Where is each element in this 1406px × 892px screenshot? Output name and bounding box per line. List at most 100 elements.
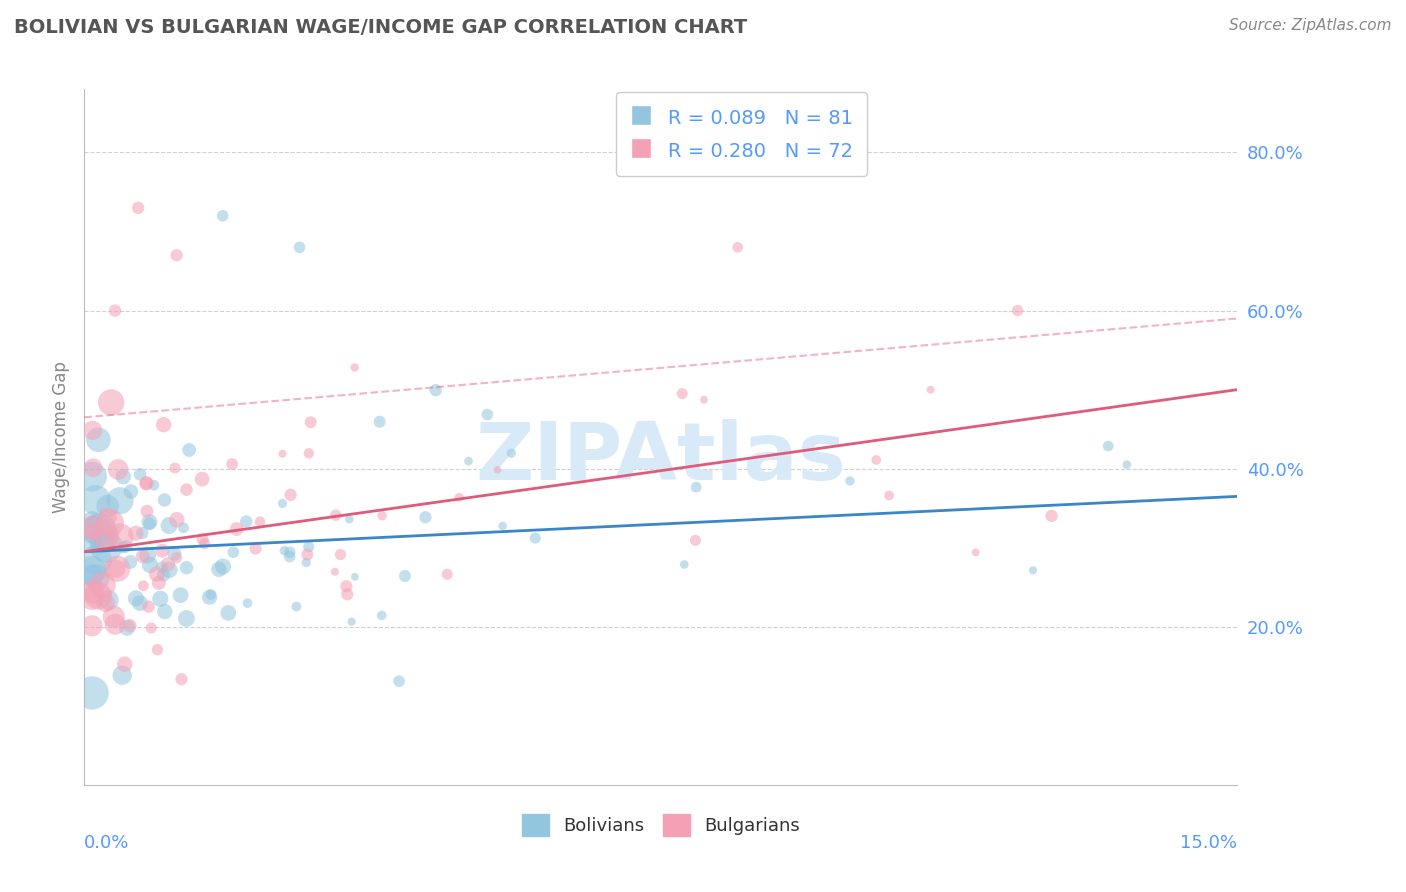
Point — [129, 596, 152, 610]
Point — [91, 578, 114, 592]
Point — [271, 496, 294, 510]
Point — [82, 423, 104, 437]
Point — [920, 383, 942, 397]
Point — [166, 513, 188, 527]
Point — [80, 568, 103, 582]
Point — [166, 550, 188, 565]
Point — [138, 516, 160, 531]
Point — [136, 504, 159, 518]
Point — [335, 579, 357, 593]
Point — [87, 589, 110, 603]
Point — [112, 541, 135, 555]
Point — [457, 454, 479, 468]
Text: ZIPAtlas: ZIPAtlas — [475, 419, 846, 497]
Point — [80, 584, 103, 599]
Point — [111, 668, 134, 682]
Point — [280, 488, 302, 502]
Point — [163, 461, 186, 475]
Text: 0.0%: 0.0% — [84, 834, 129, 852]
Point — [415, 510, 437, 524]
Point — [97, 593, 120, 607]
Point — [524, 531, 547, 545]
Point — [112, 469, 135, 483]
Point — [693, 392, 716, 407]
Point — [80, 535, 103, 549]
Point — [82, 460, 104, 475]
Point — [100, 395, 122, 409]
Point — [80, 686, 103, 700]
Point — [371, 508, 394, 523]
Point — [1097, 439, 1119, 453]
Point — [132, 549, 155, 564]
Point — [288, 240, 311, 254]
Point — [157, 558, 180, 572]
Point — [80, 591, 103, 605]
Point — [152, 568, 174, 582]
Point — [80, 513, 103, 527]
Point — [176, 483, 198, 497]
Point — [271, 447, 294, 461]
Point — [191, 472, 214, 486]
Point — [129, 467, 152, 482]
Point — [153, 605, 176, 619]
Point — [150, 543, 173, 558]
Point — [299, 415, 322, 429]
Point — [278, 549, 301, 564]
Point — [80, 619, 103, 633]
Point — [343, 360, 366, 375]
Point — [211, 209, 233, 223]
Point — [132, 579, 155, 593]
Point — [98, 516, 121, 530]
Point — [169, 588, 191, 602]
Point — [865, 453, 887, 467]
Point — [388, 674, 411, 689]
Point — [343, 570, 366, 584]
Point — [82, 524, 104, 539]
Point — [194, 536, 217, 550]
Point — [179, 442, 201, 457]
Point — [157, 563, 180, 577]
Point — [108, 493, 131, 508]
Point — [191, 532, 214, 546]
Point — [492, 519, 515, 533]
Point — [96, 540, 118, 554]
Point — [212, 559, 235, 574]
Point — [368, 415, 391, 429]
Point — [136, 548, 159, 562]
Point — [221, 457, 243, 471]
Point — [96, 510, 118, 524]
Point — [208, 562, 231, 576]
Y-axis label: Wage/Income Gap: Wage/Income Gap — [52, 361, 70, 513]
Point — [298, 446, 321, 460]
Point — [91, 533, 114, 548]
Point — [141, 621, 163, 635]
Point — [278, 545, 301, 559]
Point — [340, 615, 363, 629]
Point — [150, 560, 173, 574]
Point — [138, 515, 160, 529]
Point — [877, 489, 900, 503]
Point — [120, 555, 142, 569]
Point — [163, 547, 186, 561]
Point — [965, 545, 987, 559]
Point — [107, 462, 129, 476]
Point — [146, 642, 169, 657]
Point — [104, 303, 127, 318]
Point — [727, 240, 749, 254]
Point — [671, 386, 693, 401]
Point — [152, 417, 174, 432]
Text: Source: ZipAtlas.com: Source: ZipAtlas.com — [1229, 18, 1392, 33]
Point — [108, 530, 131, 544]
Point — [225, 522, 247, 536]
Point — [200, 588, 222, 602]
Point — [172, 521, 194, 535]
Point — [142, 478, 165, 492]
Point — [673, 558, 696, 572]
Point — [97, 499, 120, 513]
Point — [131, 526, 153, 541]
Point — [336, 587, 359, 601]
Point — [1022, 563, 1045, 577]
Point — [436, 567, 458, 582]
Point — [149, 591, 172, 606]
Point — [394, 569, 416, 583]
